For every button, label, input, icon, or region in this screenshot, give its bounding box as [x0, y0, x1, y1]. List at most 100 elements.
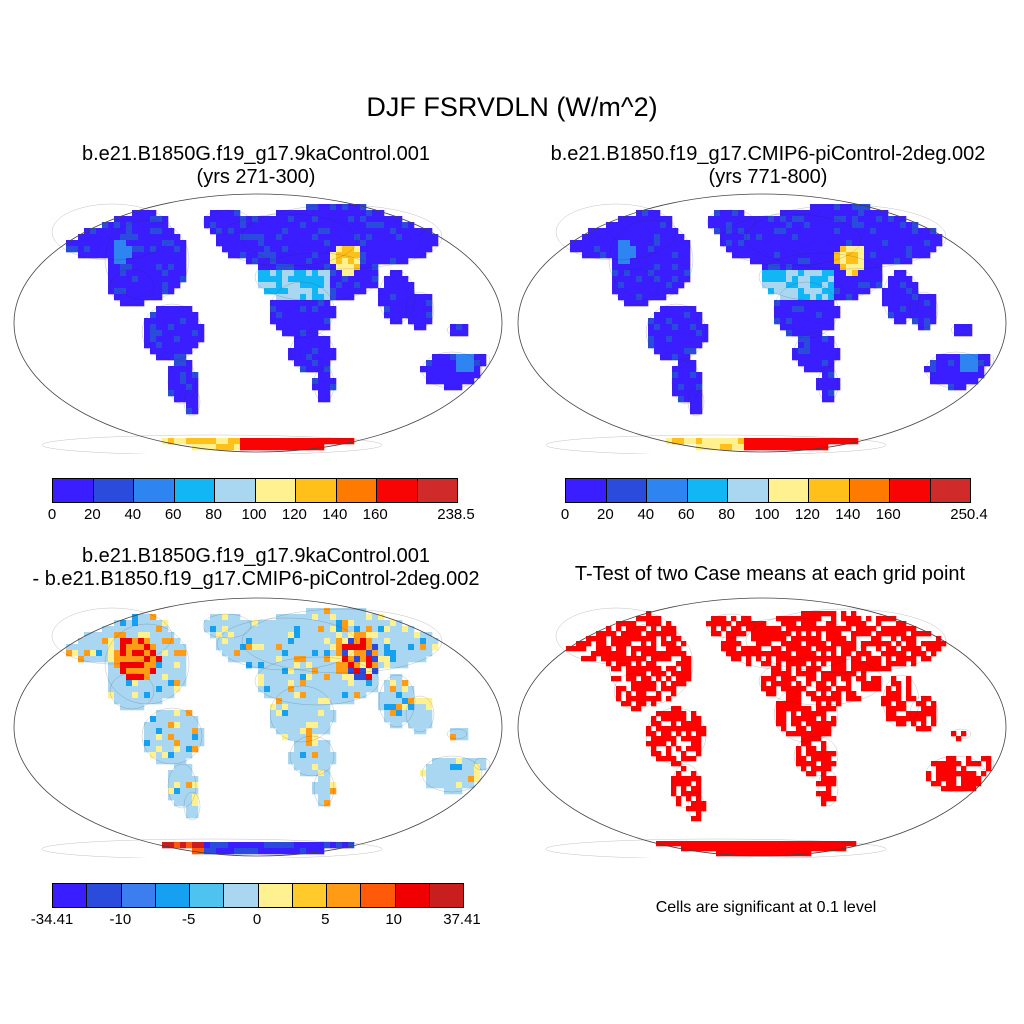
grid-cell: [771, 846, 777, 852]
grid-cell: [971, 776, 977, 782]
grid-cell: [144, 614, 151, 621]
grid-cell: [342, 656, 349, 663]
grid-cell: [456, 324, 463, 331]
grid-cell: [258, 228, 265, 235]
grid-cell: [186, 710, 193, 717]
grid-cell: [761, 651, 767, 657]
grid-cell: [678, 318, 685, 325]
grid-cell: [696, 731, 702, 737]
grid-cell: [936, 761, 942, 767]
grid-cell: [831, 691, 837, 697]
grid-cell: [318, 240, 325, 247]
grid-cell: [426, 638, 433, 645]
grid-cell: [120, 692, 127, 699]
grid-cell: [108, 222, 115, 229]
grid-cell: [621, 641, 627, 647]
grid-cell: [886, 631, 892, 637]
grid-cell: [966, 360, 973, 367]
colorbar-tick-label: 40: [637, 506, 655, 523]
grid-cell: [746, 616, 752, 622]
grid-cell: [828, 204, 835, 211]
grid-cell: [144, 270, 151, 277]
grid-cell: [660, 258, 667, 265]
grid-cell: [324, 842, 331, 849]
grid-cell: [646, 661, 652, 667]
grid-cell: [586, 641, 592, 647]
grid-cell: [951, 786, 957, 792]
grid-cell: [894, 276, 901, 283]
grid-cell: [330, 276, 337, 283]
grid-cell: [306, 662, 313, 669]
grid-cell: [732, 222, 739, 229]
grid-cell: [851, 616, 857, 622]
grid-cell: [822, 258, 829, 265]
grid-cell: [276, 228, 283, 235]
grid-cell: [666, 306, 673, 313]
grid-cell: [821, 761, 827, 767]
grid-cell: [792, 306, 799, 313]
grid-cell: [756, 438, 763, 445]
grid-cell: [384, 626, 391, 633]
grid-cell: [108, 288, 115, 295]
grid-cell: [258, 282, 265, 289]
grid-cell: [672, 252, 679, 259]
grid-cell: [450, 788, 457, 795]
grid-cell: [384, 288, 391, 295]
grid-cell: [676, 671, 682, 677]
grid-cell: [972, 372, 979, 379]
grid-cell: [822, 360, 829, 367]
grid-cell: [378, 216, 385, 223]
grid-cell: [300, 336, 307, 343]
grid-cell: [726, 641, 732, 647]
grid-cell: [804, 444, 811, 451]
grid-cell: [378, 638, 385, 645]
grid-cell: [66, 240, 73, 247]
coastline: [109, 672, 155, 710]
grid-cell: [246, 842, 253, 849]
grid-cell: [822, 216, 829, 223]
grid-cell: [816, 636, 822, 642]
grid-cell: [611, 676, 617, 682]
grid-cell: [646, 686, 652, 692]
grid-cell: [886, 706, 892, 712]
grid-cell: [270, 222, 277, 229]
grid-cell: [240, 444, 247, 451]
grid-cell: [811, 766, 817, 772]
grid-cell: [336, 674, 343, 681]
grid-cell: [336, 842, 343, 849]
grid-cell: [978, 354, 985, 361]
grid-cell: [468, 372, 475, 379]
grid-cell: [384, 294, 391, 301]
grid-cell: [156, 342, 163, 349]
grid-cell: [180, 360, 187, 367]
grid-cell: [228, 234, 235, 241]
grid-cell: [930, 318, 937, 325]
grid-cell: [366, 270, 373, 277]
grid-cell: [162, 656, 169, 663]
grid-cell: [834, 264, 841, 271]
grid-cell: [672, 276, 679, 283]
grid-cell: [342, 240, 349, 247]
grid-cell: [462, 372, 469, 379]
grid-cell: [826, 726, 832, 732]
grid-cell: [648, 276, 655, 283]
grid-cell: [828, 360, 835, 367]
grid-cell: [768, 270, 775, 277]
grid-cell: [180, 716, 187, 723]
grid-cell: [306, 330, 313, 337]
grid-cell: [831, 611, 837, 617]
grid-cell: [771, 671, 777, 677]
grid-cell: [816, 354, 823, 361]
grid-cell: [294, 336, 301, 343]
figure-title: DJF FSRVDLN (W/m^2): [366, 92, 658, 122]
grid-cell: [294, 662, 301, 669]
grid-cell: [821, 721, 827, 727]
grid-cell: [792, 276, 799, 283]
grid-cell: [751, 851, 757, 857]
grid-cell: [348, 644, 355, 651]
grid-cell: [781, 641, 787, 647]
grid-cell: [666, 751, 672, 757]
grid-cell: [786, 681, 792, 687]
grid-cell: [826, 776, 832, 782]
grid-cell: [826, 846, 832, 852]
